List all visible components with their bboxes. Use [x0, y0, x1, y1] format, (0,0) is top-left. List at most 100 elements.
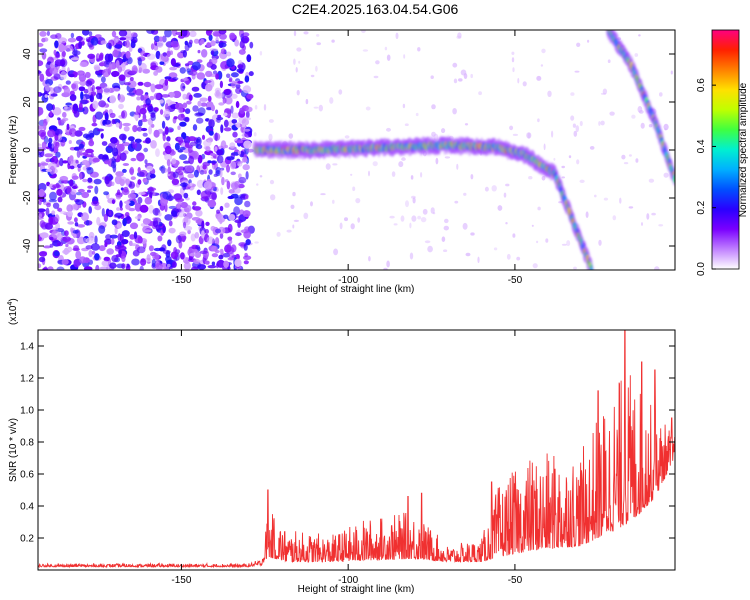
- noise-blob: [221, 176, 225, 186]
- noise-blob: [170, 251, 179, 260]
- noise-blob: [117, 66, 123, 73]
- noise-blob: [153, 35, 161, 42]
- noise-speck: [430, 75, 434, 79]
- noise-blob: [172, 171, 179, 179]
- noise-blob: [38, 42, 44, 47]
- noise-blob: [130, 176, 136, 181]
- noise-blob: [129, 168, 134, 175]
- noise-speck: [572, 123, 577, 128]
- noise-blob: [47, 142, 52, 149]
- noise-speck: [310, 201, 313, 207]
- noise-speck: [411, 195, 416, 199]
- noise-blob: [99, 266, 109, 270]
- noise-blob: [218, 254, 224, 260]
- noise-blob: [145, 137, 151, 144]
- noise-speck: [320, 193, 326, 196]
- noise-blob: [182, 221, 187, 229]
- noise-blob: [214, 87, 221, 94]
- noise-blob: [158, 36, 163, 42]
- noise-blob: [183, 204, 192, 213]
- noise-blob: [49, 148, 54, 152]
- noise-blob: [184, 63, 190, 67]
- noise-blob: [196, 72, 206, 80]
- noise-speck: [566, 240, 571, 247]
- noise-blob: [140, 258, 147, 266]
- noise-blob: [226, 164, 230, 173]
- noise-blob: [69, 165, 75, 170]
- noise-blob: [97, 73, 102, 78]
- noise-blob: [71, 50, 81, 56]
- noise-blob: [74, 222, 79, 227]
- noise-blob: [41, 51, 47, 60]
- noise-blob: [89, 95, 93, 101]
- noise-blob: [191, 266, 199, 270]
- noise-blob: [96, 216, 101, 226]
- noise-blob: [181, 30, 188, 37]
- noise-blob: [98, 62, 105, 67]
- noise-speck: [458, 78, 463, 82]
- noise-blob: [166, 50, 171, 58]
- noise-blob: [197, 264, 207, 270]
- noise-speck: [402, 103, 406, 109]
- noise-speck: [254, 105, 258, 110]
- noise-speck: [296, 89, 300, 96]
- noise-blob: [148, 245, 154, 252]
- noise-blob: [100, 133, 104, 139]
- noise-blob: [103, 119, 111, 125]
- noise-blob: [168, 72, 178, 79]
- noise-blob: [133, 231, 138, 239]
- noise-blob: [242, 85, 252, 94]
- noise-blob: [75, 250, 82, 260]
- noise-blob: [139, 204, 149, 213]
- noise-blob: [175, 235, 182, 244]
- noise-blob: [44, 153, 53, 158]
- noise-speck: [444, 156, 451, 159]
- noise-blob: [191, 86, 200, 92]
- noise-blob: [226, 58, 235, 68]
- noise-speck: [310, 74, 315, 78]
- noise-blob: [217, 114, 222, 118]
- noise-blob: [242, 210, 251, 218]
- noise-blob: [182, 93, 187, 100]
- noise-speck: [602, 88, 608, 95]
- noise-blob: [45, 168, 53, 172]
- noise-blob: [177, 51, 185, 59]
- noise-blob: [98, 153, 104, 160]
- noise-speck: [417, 215, 421, 220]
- noise-blob: [177, 125, 181, 131]
- noise-blob: [223, 127, 232, 132]
- snr-panel: -150 -100 -50 0.2 0.4 0.6 0.8 1.0 1.2 1.4 Height…: [7, 298, 676, 595]
- noise-blob: [159, 109, 164, 115]
- noise-blob: [51, 210, 56, 216]
- noise-blob: [242, 157, 248, 163]
- noise-speck: [484, 186, 489, 192]
- noise-blob: [200, 102, 207, 107]
- noise-blob: [247, 148, 254, 153]
- noise-blob: [208, 169, 213, 175]
- noise-blob: [206, 236, 214, 244]
- noise-blob: [115, 254, 122, 258]
- noise-blob: [145, 97, 151, 106]
- noise-blob: [94, 235, 98, 245]
- noise-blob: [129, 243, 138, 247]
- noise-blob: [162, 191, 172, 200]
- noise-speck: [344, 217, 348, 222]
- noise-blob: [245, 171, 249, 180]
- noise-blob: [162, 52, 167, 57]
- noise-blob: [177, 201, 182, 206]
- noise-blob: [228, 78, 232, 83]
- noise-speck: [405, 200, 409, 208]
- noise-blob: [195, 209, 203, 217]
- noise-blob: [85, 80, 93, 87]
- noise-blob: [164, 126, 169, 135]
- noise-blob: [73, 245, 79, 251]
- noise-speck: [527, 132, 531, 139]
- noise-blob: [205, 145, 211, 152]
- noise-speck: [305, 99, 309, 105]
- noise-blob: [118, 94, 126, 103]
- band-halo: [589, 264, 595, 270]
- noise-blob: [101, 141, 108, 146]
- noise-blob: [158, 212, 162, 217]
- noise-speck: [651, 212, 656, 216]
- noise-blob: [231, 119, 238, 124]
